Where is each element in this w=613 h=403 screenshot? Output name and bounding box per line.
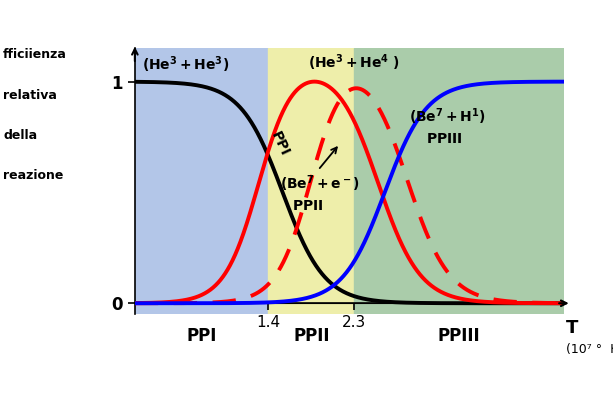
Text: $\mathbf{(Be^7+e^-)}$: $\mathbf{(Be^7+e^-)}$ bbox=[280, 173, 359, 194]
Text: $\mathbf{(He^3+He^3)}$: $\mathbf{(He^3+He^3)}$ bbox=[142, 54, 230, 75]
Text: della: della bbox=[3, 129, 37, 142]
Text: $\mathbf{(Be^7+H^1)}$: $\mathbf{(Be^7+H^1)}$ bbox=[409, 107, 486, 127]
Text: reazione: reazione bbox=[3, 169, 63, 182]
Text: relativa: relativa bbox=[3, 89, 57, 102]
Text: $\mathbf{PPIII}$: $\mathbf{PPIII}$ bbox=[425, 132, 462, 146]
Bar bbox=[354, 48, 564, 314]
Text: (10⁷ °  K): (10⁷ ° K) bbox=[566, 343, 613, 356]
Text: PPI: PPI bbox=[268, 129, 292, 158]
Text: PPI: PPI bbox=[186, 327, 217, 345]
Text: $\mathbf{(He^3+He^4\ )}$: $\mathbf{(He^3+He^4\ )}$ bbox=[308, 52, 400, 73]
Text: fficiienza: fficiienza bbox=[3, 48, 67, 61]
Text: PPII: PPII bbox=[293, 327, 330, 345]
Text: PPIII: PPIII bbox=[438, 327, 481, 345]
Bar bbox=[268, 48, 354, 314]
Text: T: T bbox=[566, 319, 578, 337]
Text: $\mathbf{PPII}$: $\mathbf{PPII}$ bbox=[292, 199, 324, 213]
Bar bbox=[135, 48, 268, 314]
